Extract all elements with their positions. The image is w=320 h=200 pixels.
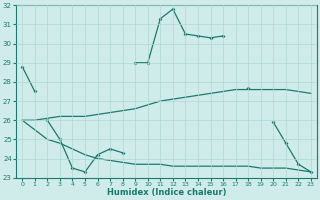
X-axis label: Humidex (Indice chaleur): Humidex (Indice chaleur): [107, 188, 226, 197]
